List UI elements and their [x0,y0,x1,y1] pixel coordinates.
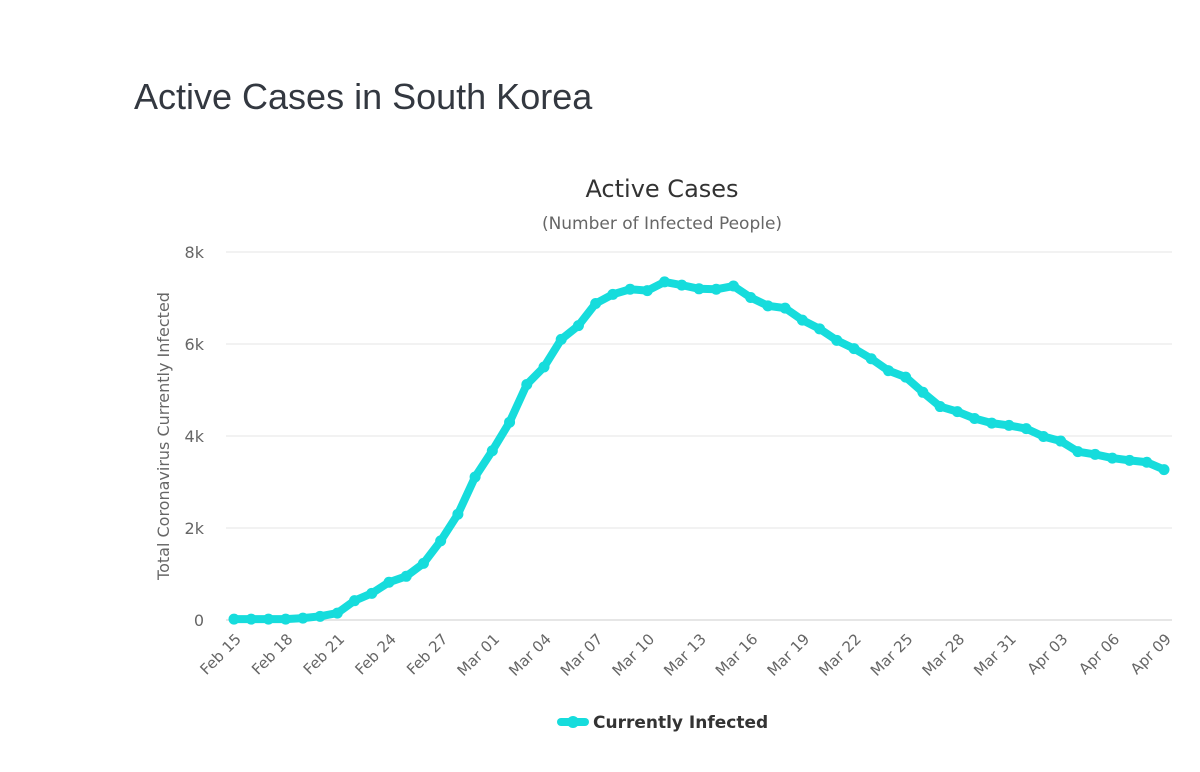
data-point[interactable] [969,413,981,425]
data-point[interactable] [452,508,464,520]
data-point[interactable] [676,279,688,291]
data-point[interactable] [262,613,274,625]
series-currently-infected [228,276,1170,625]
x-tick-label: Feb 15 [196,630,244,678]
data-point[interactable] [1124,454,1136,466]
data-point[interactable] [504,416,516,428]
data-point[interactable] [1003,419,1015,431]
data-point[interactable] [831,334,843,346]
data-point[interactable] [1072,446,1084,458]
y-tick-label: 2k [185,519,205,538]
legend[interactable]: Currently Infected [557,713,768,733]
data-point[interactable] [486,445,498,457]
chart-title: Active Cases [585,175,738,203]
data-point[interactable] [882,365,894,377]
data-point[interactable] [917,386,929,398]
data-point[interactable] [693,283,705,295]
data-point[interactable] [848,343,860,355]
x-tick-label: Mar 04 [505,630,555,680]
data-point[interactable] [366,587,378,599]
data-point[interactable] [245,613,257,625]
data-point[interactable] [1089,448,1101,460]
legend-label: Currently Infected [593,713,768,733]
x-tick-label: Feb 21 [300,630,348,678]
x-tick-label: Mar 10 [609,630,659,680]
y-axis-ticks: 0 2k 4k 6k 8k [185,243,205,630]
data-point[interactable] [314,610,326,622]
x-tick-label: Feb 18 [248,630,296,678]
data-point[interactable] [779,302,791,314]
series-line [230,277,1168,624]
data-point[interactable] [297,612,309,624]
data-point[interactable] [762,300,774,312]
y-tick-label: 0 [194,611,204,630]
data-point[interactable] [727,280,739,292]
grid-lines [226,251,1172,621]
data-point[interactable] [607,288,619,300]
y-tick-label: 6k [185,335,205,354]
data-point[interactable] [572,320,584,332]
x-tick-label: Mar 31 [970,630,1020,680]
data-point[interactable] [659,276,671,288]
x-tick-label: Mar 16 [712,630,762,680]
x-tick-label: Mar 28 [919,630,969,680]
data-point[interactable] [1158,464,1170,476]
data-point[interactable] [1141,456,1153,468]
data-point[interactable] [590,298,602,310]
data-point[interactable] [417,557,429,569]
x-tick-label: Apr 06 [1075,630,1123,678]
data-point[interactable] [555,333,567,345]
x-tick-label: Mar 13 [660,630,710,680]
data-point[interactable] [624,283,636,295]
data-point[interactable] [1020,423,1032,435]
x-tick-label: Feb 24 [351,630,399,678]
data-point[interactable] [986,417,998,429]
data-point[interactable] [934,401,946,413]
y-tick-label: 4k [185,427,205,446]
data-point[interactable] [951,406,963,418]
chart-subtitle: (Number of Infected People) [542,214,782,234]
x-tick-label: Feb 27 [403,630,451,678]
legend-marker-icon [567,716,579,728]
data-point[interactable] [538,361,550,373]
y-axis-label: Total Coronavirus Currently Infected [154,292,173,581]
x-tick-label: Mar 01 [454,630,504,680]
data-point[interactable] [280,613,292,625]
x-tick-label: Mar 19 [764,630,814,680]
data-point[interactable] [1037,430,1049,442]
data-point[interactable] [228,613,240,625]
x-tick-label: Mar 25 [867,630,917,680]
y-tick-label: 8k [185,243,205,262]
data-point[interactable] [435,535,447,547]
data-point[interactable] [641,285,653,297]
data-point[interactable] [796,314,808,326]
page-title: Active Cases in South Korea [134,76,593,117]
data-point[interactable] [900,371,912,383]
x-axis-ticks: Feb 15 Feb 18 Feb 21 Feb 24 Feb 27 Mar 01 Mar … [196,630,1174,680]
data-point[interactable] [383,576,395,588]
data-point[interactable] [1055,435,1067,447]
x-tick-label: Apr 09 [1127,630,1175,678]
data-point[interactable] [814,323,826,335]
data-point[interactable] [469,471,481,483]
data-point[interactable] [400,570,412,582]
x-tick-label: Mar 07 [557,630,607,680]
data-point[interactable] [1106,452,1118,464]
data-point[interactable] [745,292,757,304]
data-point[interactable] [865,353,877,365]
data-point[interactable] [349,595,361,607]
data-point[interactable] [521,378,533,390]
data-point[interactable] [331,607,343,619]
x-tick-label: Mar 22 [815,630,865,680]
x-tick-label: Apr 03 [1024,630,1072,678]
data-point[interactable] [710,283,722,295]
